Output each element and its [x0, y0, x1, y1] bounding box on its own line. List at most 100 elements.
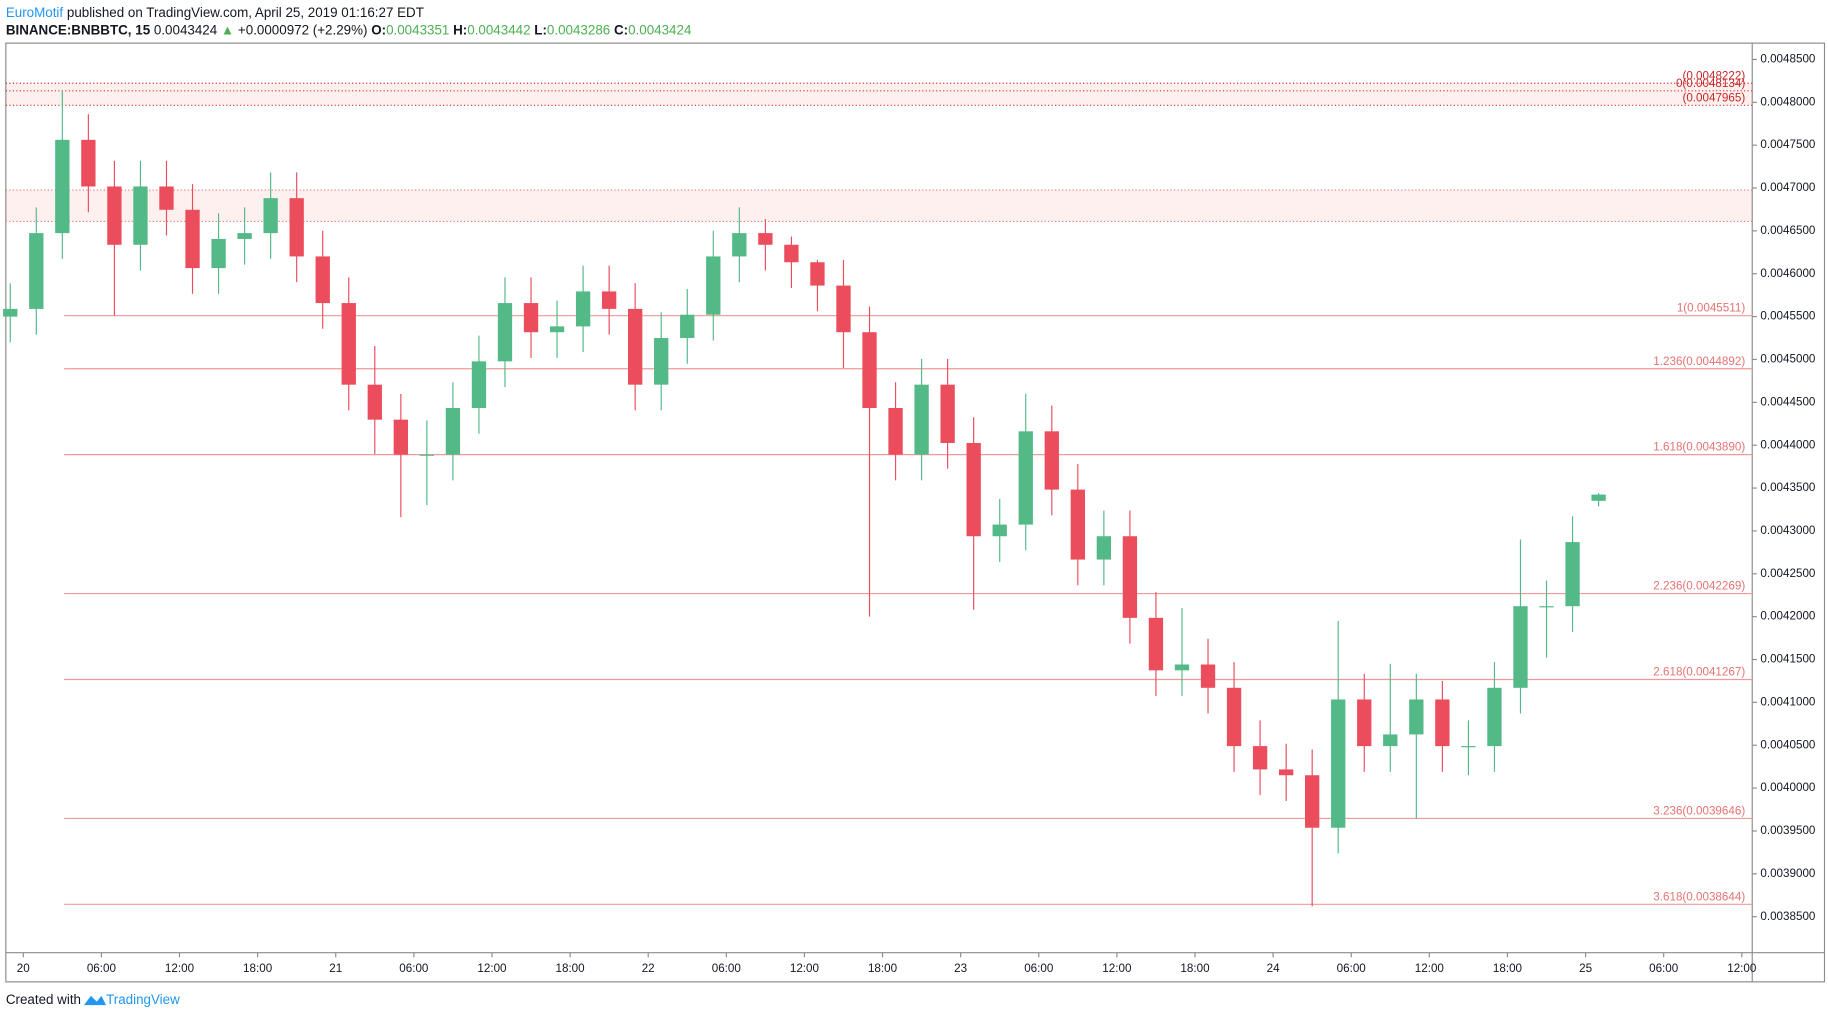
y-tick-label: 0.0041000	[1760, 695, 1816, 708]
candle-body	[601, 291, 617, 309]
x-tick-label: 06:00	[1024, 962, 1054, 975]
ohlc-line: BINANCE:BNBBTC, 15 0.0043424 ▲ +0.000097…	[6, 22, 692, 37]
x-tick-label: 06:00	[712, 962, 742, 975]
candle-body	[1409, 699, 1424, 735]
header-line: EuroMotif published on TradingView.com, …	[6, 4, 424, 19]
x-tick-label: 22	[642, 962, 655, 975]
candle-body	[445, 407, 461, 455]
y-tick-label: 0.0045500	[1760, 310, 1816, 323]
fib-label: (0.0047965)	[1682, 91, 1745, 104]
x-tick-label: 18:00	[1180, 962, 1210, 975]
y-tick-label: 0.0047500	[1760, 138, 1816, 151]
x-tick-label: 12:00	[1102, 962, 1132, 975]
candle-body	[1331, 699, 1346, 828]
candle-body	[367, 384, 382, 420]
y-tick-label: 0.0046500	[1760, 224, 1816, 237]
candle-body	[1096, 536, 1112, 560]
candle-body	[1565, 542, 1580, 607]
candle-body	[1018, 431, 1033, 525]
candle-body	[836, 285, 851, 333]
y-tick-label: 0.0048500	[1760, 53, 1816, 66]
candle-body	[159, 186, 174, 210]
candle-body	[393, 419, 408, 455]
candle-body	[758, 233, 773, 245]
candle-body	[992, 524, 1007, 537]
fib-label: 3.618(0.0038644)	[1653, 890, 1745, 903]
change: +0.0000972 (+2.29%)	[238, 22, 368, 37]
candle-body	[1174, 664, 1190, 671]
candle-body	[1044, 431, 1059, 490]
y-tick-label: 0.0045000	[1760, 353, 1816, 366]
candle-body	[497, 303, 513, 362]
x-tick-label: 06:00	[399, 962, 429, 975]
candle-body	[55, 139, 70, 234]
y-tick-label: 0.0042000	[1760, 610, 1816, 623]
candle-body	[1435, 699, 1450, 747]
h-label: H:	[453, 22, 467, 37]
x-tick-label: 21	[329, 962, 342, 975]
candle-body	[1591, 494, 1606, 501]
x-tick-label: 24	[1267, 962, 1280, 975]
candle-body	[1513, 606, 1528, 688]
x-tick-label: 06:00	[1337, 962, 1367, 975]
y-tick-label: 0.0047000	[1760, 181, 1816, 194]
fib-label: 1(0.0045511)	[1677, 302, 1746, 315]
x-tick-label: 18:00	[1493, 962, 1523, 975]
y-tick-label: 0.0043000	[1760, 524, 1816, 537]
x-tick-label: 18:00	[556, 962, 586, 975]
candle-body	[888, 407, 903, 455]
fib-label: (0.0048222)	[1682, 69, 1745, 82]
candle-body	[549, 326, 565, 333]
y-tick-label: 0.0040000	[1760, 781, 1816, 794]
candle-body	[29, 233, 44, 309]
author[interactable]: EuroMotif	[6, 4, 64, 19]
candle-body	[3, 308, 18, 317]
candle-body	[1383, 734, 1398, 747]
tv-logo	[83, 995, 107, 1006]
o-label: O:	[371, 22, 386, 37]
y-tick-label: 0.0042500	[1760, 567, 1816, 580]
candle-body	[940, 384, 955, 443]
y-tick-label: 0.0043500	[1760, 481, 1816, 494]
candle-body	[523, 303, 539, 333]
candle-body	[1461, 746, 1476, 748]
fib-label: 1.618(0.0043890)	[1653, 441, 1745, 454]
candle-body	[1148, 617, 1164, 671]
l: 0.0043286	[547, 22, 610, 37]
c-label: C:	[614, 22, 628, 37]
published: published on TradingView.com, April 25, …	[67, 4, 424, 19]
x-tick-label: 18:00	[868, 962, 898, 975]
y-tick-label: 0.0046000	[1760, 267, 1816, 280]
x-tick-label: 12:00	[1415, 962, 1445, 975]
candle-body	[107, 186, 122, 245]
candle-body	[914, 384, 929, 455]
x-tick-label: 12:00	[1727, 962, 1757, 975]
fib-label: 2.618(0.0041267)	[1653, 666, 1745, 679]
candle-body	[810, 262, 825, 286]
x-tick-label: 12:00	[790, 962, 820, 975]
fib-label: 0(0.0048134)	[1676, 77, 1745, 90]
x-tick-label: 23	[954, 962, 967, 975]
candle-body	[471, 361, 487, 408]
candle-body	[81, 139, 96, 187]
plot: 0.0048500 0.0048000 0.0047500 0.0047000 0.00…	[3, 53, 1816, 975]
fib-label: 3.236(0.0039646)	[1653, 805, 1745, 818]
arrow: ▲	[221, 22, 234, 37]
x-tick-label: 12:00	[477, 962, 507, 975]
candle-body	[419, 454, 435, 456]
candle-body	[1278, 769, 1294, 776]
candle-body	[680, 314, 695, 339]
zone	[5, 83, 1753, 106]
candle-body	[185, 209, 200, 269]
x-tick-label: 12:00	[165, 962, 195, 975]
footer-brand[interactable]: TradingView	[106, 992, 180, 1007]
frame	[5, 42, 1826, 983]
candle-body	[575, 291, 591, 327]
y-tick-label: 0.0038500	[1760, 910, 1816, 923]
h: 0.0043442	[467, 22, 530, 37]
symbol: BINANCE:BNBBTC, 15	[6, 22, 151, 37]
footer-created: Created with	[6, 992, 81, 1007]
candle-body	[862, 332, 877, 408]
